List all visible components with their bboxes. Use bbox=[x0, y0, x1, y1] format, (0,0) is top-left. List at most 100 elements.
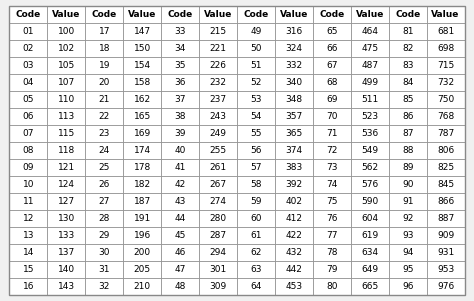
Bar bbox=[313, 159, 351, 176]
Text: 62: 62 bbox=[250, 248, 262, 257]
Text: 215: 215 bbox=[210, 27, 227, 36]
Text: 59: 59 bbox=[250, 197, 262, 206]
Bar bbox=[313, 261, 351, 278]
Text: 110: 110 bbox=[58, 95, 75, 104]
Text: Value: Value bbox=[280, 10, 308, 19]
Bar bbox=[161, 91, 199, 108]
Text: 866: 866 bbox=[437, 197, 454, 206]
Text: 221: 221 bbox=[210, 44, 227, 53]
Bar bbox=[85, 227, 123, 244]
Text: 02: 02 bbox=[23, 44, 34, 53]
Bar bbox=[161, 210, 199, 227]
Text: 127: 127 bbox=[58, 197, 75, 206]
Text: 294: 294 bbox=[210, 248, 227, 257]
Text: 121: 121 bbox=[58, 163, 75, 172]
Bar bbox=[123, 210, 161, 227]
Bar bbox=[427, 261, 465, 278]
Text: 58: 58 bbox=[250, 180, 262, 189]
Bar bbox=[313, 23, 351, 40]
Text: 115: 115 bbox=[58, 129, 75, 138]
Text: 24: 24 bbox=[99, 146, 110, 155]
Text: 200: 200 bbox=[134, 248, 151, 257]
Bar bbox=[85, 40, 123, 57]
Text: 39: 39 bbox=[174, 129, 186, 138]
Bar bbox=[9, 176, 47, 193]
Bar bbox=[389, 227, 427, 244]
Bar bbox=[389, 261, 427, 278]
Bar bbox=[123, 108, 161, 125]
Bar bbox=[237, 74, 275, 91]
Bar bbox=[161, 278, 199, 295]
Text: 93: 93 bbox=[402, 231, 413, 240]
Text: 562: 562 bbox=[361, 163, 378, 172]
Bar bbox=[47, 261, 85, 278]
Bar bbox=[313, 210, 351, 227]
Bar bbox=[275, 40, 313, 57]
Text: 67: 67 bbox=[326, 61, 337, 70]
Bar bbox=[427, 74, 465, 91]
Text: 732: 732 bbox=[437, 78, 454, 87]
Bar bbox=[85, 57, 123, 74]
Bar bbox=[313, 6, 351, 23]
Bar bbox=[275, 227, 313, 244]
Text: 17: 17 bbox=[99, 27, 110, 36]
Bar bbox=[199, 278, 237, 295]
Text: 01: 01 bbox=[23, 27, 34, 36]
Text: 348: 348 bbox=[285, 95, 302, 104]
Text: 681: 681 bbox=[437, 27, 454, 36]
Bar bbox=[313, 74, 351, 91]
Bar bbox=[275, 278, 313, 295]
Text: 165: 165 bbox=[134, 112, 151, 121]
Text: Code: Code bbox=[167, 10, 193, 19]
Text: 23: 23 bbox=[99, 129, 110, 138]
Bar bbox=[313, 142, 351, 159]
Text: 806: 806 bbox=[437, 146, 454, 155]
Text: 174: 174 bbox=[134, 146, 151, 155]
Text: 26: 26 bbox=[99, 180, 110, 189]
Bar bbox=[123, 261, 161, 278]
Bar bbox=[237, 142, 275, 159]
Text: 07: 07 bbox=[23, 129, 34, 138]
Bar bbox=[123, 23, 161, 40]
Text: 32: 32 bbox=[99, 282, 110, 291]
Text: 68: 68 bbox=[326, 78, 337, 87]
Bar bbox=[199, 125, 237, 142]
Text: 29: 29 bbox=[99, 231, 110, 240]
Text: Value: Value bbox=[204, 10, 232, 19]
Text: 205: 205 bbox=[134, 265, 151, 274]
Text: 665: 665 bbox=[361, 282, 378, 291]
Bar bbox=[313, 278, 351, 295]
Text: 83: 83 bbox=[402, 61, 413, 70]
Text: 19: 19 bbox=[99, 61, 110, 70]
Bar bbox=[389, 74, 427, 91]
Bar bbox=[85, 6, 123, 23]
Bar bbox=[351, 57, 389, 74]
Bar bbox=[351, 244, 389, 261]
Bar bbox=[389, 159, 427, 176]
Text: 77: 77 bbox=[326, 231, 337, 240]
Text: 523: 523 bbox=[361, 112, 378, 121]
Bar bbox=[47, 74, 85, 91]
Bar bbox=[351, 108, 389, 125]
Bar bbox=[123, 6, 161, 23]
Text: 81: 81 bbox=[402, 27, 413, 36]
Text: 100: 100 bbox=[58, 27, 75, 36]
Text: 649: 649 bbox=[361, 265, 378, 274]
Text: 118: 118 bbox=[58, 146, 75, 155]
Bar bbox=[237, 261, 275, 278]
Text: 255: 255 bbox=[210, 146, 227, 155]
Text: 75: 75 bbox=[326, 197, 337, 206]
Bar bbox=[161, 142, 199, 159]
Bar bbox=[389, 125, 427, 142]
Text: 750: 750 bbox=[437, 95, 454, 104]
Bar bbox=[313, 227, 351, 244]
Text: 43: 43 bbox=[174, 197, 186, 206]
Bar bbox=[351, 261, 389, 278]
Text: Code: Code bbox=[243, 10, 269, 19]
Bar bbox=[161, 244, 199, 261]
Text: 95: 95 bbox=[402, 265, 413, 274]
Bar bbox=[47, 6, 85, 23]
Bar bbox=[85, 108, 123, 125]
Bar bbox=[427, 125, 465, 142]
Bar bbox=[161, 193, 199, 210]
